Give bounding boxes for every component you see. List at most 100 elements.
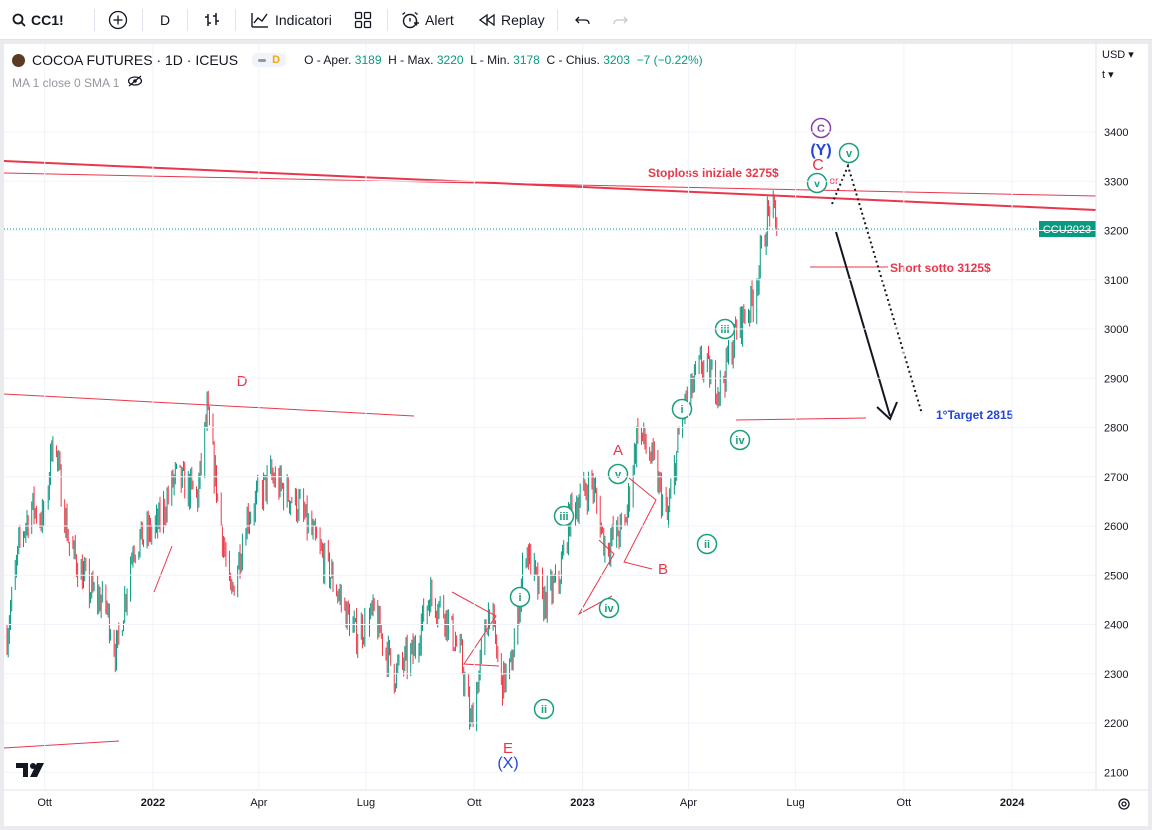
price-tick-label: 2200 — [1104, 718, 1128, 730]
currency-selector[interactable]: USD ▾ — [1102, 49, 1134, 61]
wave-label-a: A — [613, 442, 623, 459]
wave-circle-ii: ii — [541, 704, 547, 716]
low-value: 3178 — [513, 53, 540, 67]
wave-label-d: D — [237, 373, 248, 390]
triangle-pattern — [577, 539, 615, 616]
close-value: 3203 — [603, 53, 630, 67]
wave-circle-i-ring — [509, 586, 531, 608]
price-chart[interactable]: CCU20233203260326032563250324772400DE(X)… — [4, 44, 1148, 826]
chart-area[interactable]: CCU20233203260326032563250324772400DE(X)… — [4, 44, 1148, 826]
upper-trendline-left — [4, 393, 415, 417]
wave-label-c: C — [812, 157, 824, 174]
chart-legend: COCOA FUTURES · 1D · ICEUS D O - Aper. 3… — [12, 51, 703, 69]
time-tick-label: Ott — [467, 797, 482, 809]
wave-circle-iii: iii — [559, 511, 568, 523]
wave-circle-ii-mid: ii — [704, 539, 710, 551]
eye-hidden-icon[interactable] — [127, 75, 143, 90]
candles-group — [6, 190, 778, 732]
alternate-path-dotted — [831, 163, 923, 415]
bearish-arrow — [835, 231, 891, 417]
target-line — [735, 417, 867, 421]
wave-label-e: E — [503, 740, 513, 757]
settings-gear-icon[interactable] — [1116, 796, 1132, 817]
wave-label-x: (X) — [497, 755, 518, 772]
unit-selector[interactable]: t ▾ — [1102, 69, 1114, 81]
alarm-clock-icon — [400, 10, 420, 30]
compare-symbol-button[interactable] — [108, 0, 128, 40]
wave-circle-iv: iv — [604, 603, 614, 615]
price-tick-label: 3000 — [1104, 324, 1128, 336]
ohlc-values: O - Aper. 3189 H - Max. 3220 L - Min. 31… — [304, 53, 703, 67]
price-tick-label: 2500 — [1104, 570, 1128, 582]
search-icon — [12, 13, 26, 27]
price-tick-label: 2100 — [1104, 767, 1128, 779]
wave-circle-c: C — [817, 123, 825, 135]
wave-circle-iv-mid: iv — [735, 435, 745, 447]
resistance-trendline — [4, 160, 1097, 211]
stoploss-label: Stoploss iniziale 3275$ — [648, 166, 779, 180]
symbol-label: CC1! — [31, 12, 64, 28]
time-tick-label: Apr — [680, 797, 697, 809]
lower-trendline-left — [4, 740, 120, 749]
price-tick-label: 3200 — [1104, 226, 1128, 238]
ma-legend[interactable]: MA 1 close 0 SMA 1 — [12, 75, 143, 90]
target-label: 1°Target 2815 — [936, 408, 1014, 422]
wave-circle-iv-ring — [598, 597, 620, 619]
price-scale — [1096, 44, 1148, 826]
time-tick-label: 2023 — [570, 797, 594, 809]
arrow-head — [876, 401, 898, 421]
wave-circle-i-mid-ring — [671, 398, 693, 420]
time-tick-label: Apr — [250, 797, 267, 809]
layouts-button[interactable] — [354, 0, 372, 40]
wave-circle-c-ring — [810, 117, 832, 139]
time-tick-label: Ott — [37, 797, 52, 809]
cocoa-logo-icon — [12, 53, 25, 67]
top-toolbar: CC1! D Indicatori Alert Replay — [0, 0, 1152, 40]
alert-label: Alert — [425, 12, 454, 28]
symbol-search[interactable]: CC1! — [12, 0, 64, 40]
time-tick-label: 2022 — [141, 797, 165, 809]
alert-button[interactable]: Alert — [400, 0, 454, 40]
minus-icon — [258, 58, 267, 62]
wave-circle-ii-ring — [533, 698, 555, 720]
rewind-icon — [478, 13, 496, 27]
interval-button[interactable]: D — [160, 12, 171, 28]
axes-group: 3400 3300 3200 3100 3000 2900 2800 2700 2600 2500… — [4, 44, 1148, 826]
price-tick-label: 2600 — [1104, 521, 1128, 533]
chart-type-button[interactable] — [203, 0, 221, 40]
price-tick-label: 2400 — [1104, 620, 1128, 632]
triangle-pattern — [451, 591, 500, 667]
wave-circle-iv-mid-ring — [729, 429, 751, 451]
high-label: H - Max. — [388, 53, 434, 67]
wave-circle-v: v — [615, 469, 622, 481]
redo-button[interactable] — [611, 0, 629, 40]
grid-layout-icon — [354, 11, 372, 29]
wave-circle-i-mid: i — [680, 404, 683, 416]
price-tick-label: 2900 — [1104, 373, 1128, 385]
wave-label-y: (Y) — [810, 142, 831, 159]
price-tick-label: 3100 — [1104, 275, 1128, 287]
add-circle-icon — [108, 10, 128, 30]
wedge-line — [153, 545, 173, 593]
short-entry-label: Short sotto 3125$ — [890, 261, 991, 275]
symbol-title[interactable]: COCOA FUTURES · 1D · ICEUS — [32, 52, 239, 68]
triangle-pattern — [623, 477, 657, 570]
open-label: O - Aper. — [304, 53, 352, 67]
badge-label: D — [272, 54, 281, 66]
low-label: L - Min. — [470, 53, 510, 67]
indicators-button[interactable]: Indicatori — [250, 0, 332, 40]
high-value: 3220 — [436, 53, 464, 67]
data-source-badge[interactable]: D — [252, 53, 287, 67]
replay-button[interactable]: Replay — [478, 0, 545, 40]
wave-circle-i: i — [518, 592, 521, 604]
time-tick-label: Lug — [786, 797, 804, 809]
wave-label-b: B — [658, 561, 668, 578]
indicators-label: Indicatori — [275, 12, 332, 28]
wave-circle-v-top: v — [814, 178, 821, 190]
close-label: C - Chius. — [546, 53, 600, 67]
resistance-trendline-thin — [4, 172, 1097, 197]
open-value: 3189 — [354, 53, 382, 67]
time-tick-label: Ott — [897, 797, 912, 809]
undo-button[interactable] — [574, 0, 592, 40]
price-tick-label: 3300 — [1104, 176, 1128, 188]
